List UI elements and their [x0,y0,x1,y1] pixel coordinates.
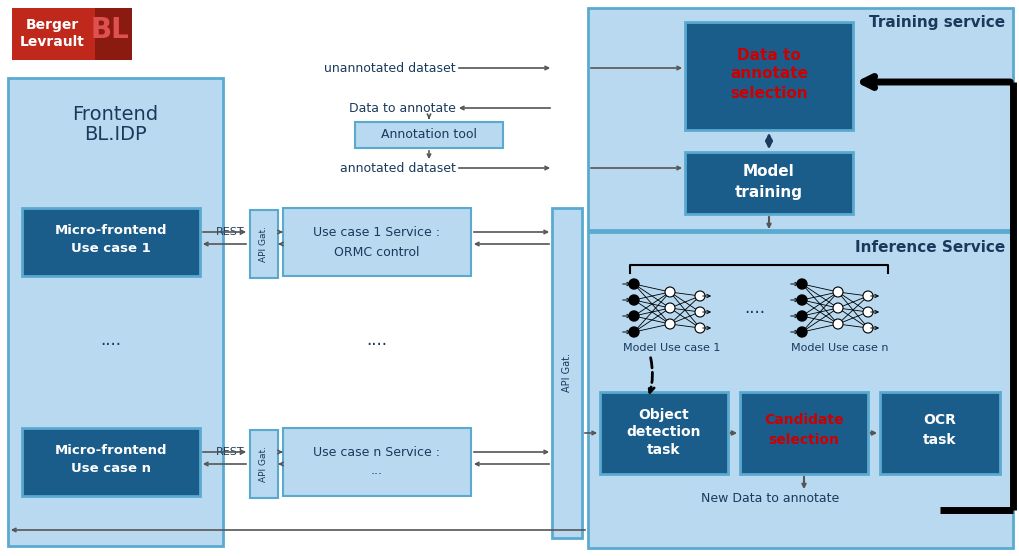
Text: ....: .... [366,331,387,349]
Text: Use case n Service :: Use case n Service : [313,445,440,459]
Bar [22,428,200,496]
Bar [22,208,200,276]
Text: OCR: OCR [922,413,956,427]
Text: Inference Service: Inference Service [854,241,1004,256]
Bar [685,152,852,214]
Circle shape [796,279,806,289]
Circle shape [694,291,704,301]
Circle shape [862,323,872,333]
Text: Use case 1: Use case 1 [71,241,151,255]
Bar [12,8,131,60]
Circle shape [694,307,704,317]
Text: ...: ... [371,464,382,476]
Text: REST: REST [215,227,245,237]
Text: Micro-frontend: Micro-frontend [55,444,167,456]
Bar [282,428,471,496]
Bar [282,208,471,276]
Circle shape [664,319,675,329]
Text: REST: REST [215,447,245,457]
Circle shape [629,279,638,289]
Bar [551,208,582,538]
Circle shape [833,319,842,329]
Text: annotate: annotate [730,67,807,82]
Bar [879,392,999,474]
Text: Model Use case n: Model Use case n [791,343,888,353]
Text: Use case 1 Service :: Use case 1 Service : [313,226,440,239]
Circle shape [833,303,842,313]
Text: API Gat.: API Gat. [259,446,268,482]
Text: Use case n: Use case n [71,461,151,474]
Circle shape [629,295,638,305]
Bar [599,392,728,474]
Text: ORMC control: ORMC control [334,246,420,259]
Text: API Gat.: API Gat. [561,354,572,393]
Bar [250,430,278,498]
Text: Model Use case 1: Model Use case 1 [623,343,720,353]
Text: detection: detection [626,425,701,439]
Text: task: task [647,443,680,457]
Bar [739,392,867,474]
Bar [587,232,1012,548]
Bar [685,22,852,130]
Circle shape [629,311,638,321]
Text: New Data to annotate: New Data to annotate [700,492,839,504]
Text: BL: BL [91,16,129,44]
Text: Frontend: Frontend [72,106,158,125]
Bar [355,122,502,148]
Circle shape [796,295,806,305]
Text: ....: .... [101,331,121,349]
Bar [95,8,131,60]
Text: Model: Model [743,165,794,180]
Circle shape [629,327,638,337]
Bar [250,210,278,278]
Text: unannotated dataset: unannotated dataset [324,62,455,75]
Bar [587,8,1012,230]
Circle shape [664,287,675,297]
Text: annotated dataset: annotated dataset [339,161,455,175]
Text: ....: .... [744,299,764,317]
Text: BL.IDP: BL.IDP [84,126,146,145]
Text: task: task [922,433,956,447]
Circle shape [833,287,842,297]
Text: API Gat.: API Gat. [259,226,268,262]
Text: Data to annotate: Data to annotate [348,102,455,115]
Circle shape [862,291,872,301]
Text: selection: selection [767,433,839,447]
Text: training: training [735,185,802,200]
Circle shape [694,323,704,333]
Text: Berger: Berger [25,18,78,32]
Text: selection: selection [730,86,807,101]
Circle shape [796,327,806,337]
Bar [8,78,223,546]
Text: Training service: Training service [868,16,1004,31]
Text: Levrault: Levrault [19,35,85,49]
Circle shape [664,303,675,313]
Text: Candidate: Candidate [763,413,843,427]
Circle shape [796,311,806,321]
Text: Object: Object [638,408,689,422]
Text: Data to: Data to [737,47,800,62]
Text: Micro-frontend: Micro-frontend [55,224,167,236]
Circle shape [862,307,872,317]
Text: Annotation tool: Annotation tool [381,128,477,141]
